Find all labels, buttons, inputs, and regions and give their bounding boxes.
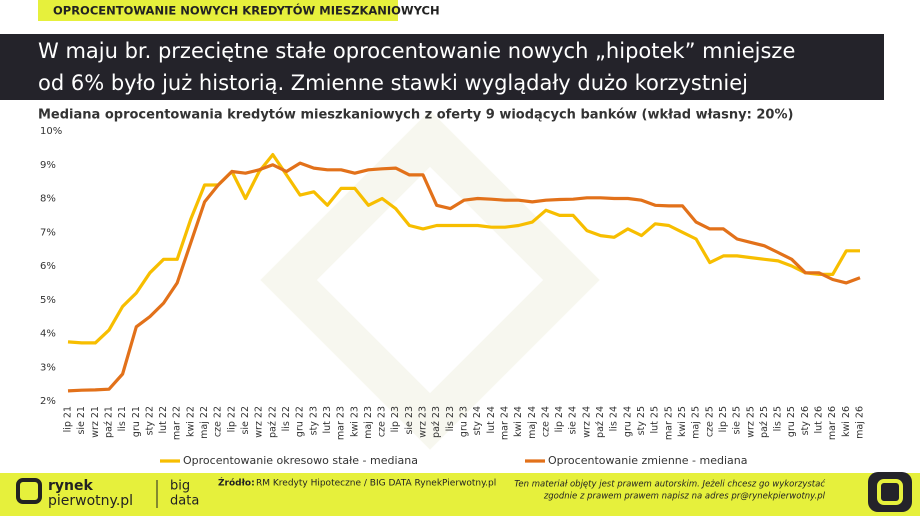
x-tick-label: paź 22 [267, 406, 278, 438]
badge-text: OPROCENTOWANIE NOWYCH KREDYTÓW MIESZKANI… [53, 3, 440, 18]
x-tick-label: mar 22 [172, 406, 183, 440]
y-tick-label: 9% [40, 160, 56, 171]
x-tick-label: lip 24 [554, 406, 565, 432]
x-tick-label: maj 26 [855, 406, 866, 439]
logo-text: pierwotny.pl [48, 493, 133, 509]
x-tick-label: kwi 22 [185, 406, 196, 437]
x-tick-label: cze 22 [213, 406, 224, 437]
x-tick-label: kwi 26 [841, 406, 852, 437]
logo-text: data [170, 494, 199, 509]
x-tick-label: lis 24 [609, 406, 620, 431]
y-tick-label: 10% [40, 126, 62, 137]
x-tick-label: cze 25 [704, 406, 715, 437]
x-tick-label: kwi 23 [349, 406, 360, 437]
x-tick-label: lut 26 [814, 406, 825, 434]
x-tick-label: paź 21 [103, 406, 114, 438]
x-tick-label: gru 25 [786, 406, 797, 437]
x-tick-label: sie 23 [404, 406, 415, 435]
x-tick-label: sie 21 [76, 406, 87, 435]
x-tick-label: mar 26 [827, 406, 838, 440]
x-tick-label: lip 25 [718, 406, 729, 432]
chart-title: Mediana oprocentowania kredytów mieszkan… [38, 108, 793, 123]
legend-label: Oprocentowanie zmienne - mediana [548, 454, 747, 467]
copyright: zgodnie z prawem prawem napisz na adres … [543, 492, 826, 502]
x-tick-label: lut 24 [486, 406, 497, 434]
x-tick-label: sie 24 [568, 406, 579, 435]
y-tick-label: 6% [40, 261, 56, 272]
plot: 2%3%4%5%6%7%8%9%10%lip 21 sie 21 wrz 21 paź… [40, 126, 866, 440]
y-tick-label: 3% [40, 362, 56, 373]
x-tick-label: sty 26 [800, 406, 811, 435]
y-tick-label: 2% [40, 396, 56, 407]
x-tick-label: wrz 21 [90, 406, 101, 438]
x-tick-label: kwi 25 [677, 406, 688, 437]
x-tick-label: wrz 22 [254, 406, 265, 438]
headline: W maju br. przeciętne stałe oprocentowan… [38, 39, 795, 63]
x-tick-label: mar 25 [663, 406, 674, 440]
x-tick-label: gru 22 [295, 406, 306, 437]
x-tick-label: sty 23 [308, 406, 319, 435]
x-tick-label: sty 24 [472, 406, 483, 435]
x-tick-label: lip 22 [226, 406, 237, 432]
headline-band [0, 34, 884, 100]
headline: od 6% było już historią. Zmienne stawki … [38, 71, 748, 95]
x-tick-label: maj 22 [199, 406, 210, 439]
y-tick-label: 5% [40, 295, 56, 306]
x-tick-label: lut 22 [158, 406, 169, 434]
x-tick-label: maj 23 [363, 406, 374, 439]
y-tick-label: 4% [40, 329, 56, 340]
x-tick-label: lut 23 [322, 406, 333, 434]
x-tick-label: gru 23 [459, 406, 470, 437]
legend-item: Oprocentowanie zmienne - mediana [525, 454, 747, 467]
footer-band [0, 473, 920, 516]
y-tick-label: 7% [40, 227, 56, 238]
source-label: Źródło: [218, 477, 255, 489]
logo-icon [16, 478, 42, 504]
x-tick-label: lip 21 [63, 406, 74, 432]
badge [38, 0, 398, 21]
legend-item: Oprocentowanie okresowo stałe - mediana [160, 454, 418, 467]
x-tick-label: wrz 24 [581, 406, 592, 438]
x-tick-label: lis 23 [445, 406, 456, 431]
x-tick-label: sty 25 [636, 406, 647, 435]
logo-text: rynek [48, 478, 93, 494]
x-tick-label: maj 24 [527, 406, 538, 439]
x-tick-label: sty 22 [144, 406, 155, 435]
x-tick-label: kwi 24 [513, 406, 524, 437]
x-tick-label: wrz 23 [418, 406, 429, 438]
x-tick-label: gru 24 [622, 406, 633, 437]
x-tick-label: lip 23 [390, 406, 401, 432]
x-tick-label: lis 25 [773, 406, 784, 431]
x-tick-label: lis 21 [117, 406, 128, 431]
corner-logo [868, 472, 912, 512]
x-tick-label: mar 23 [336, 406, 347, 440]
x-tick-label: sie 25 [732, 406, 743, 435]
x-tick-label: cze 23 [377, 406, 388, 437]
x-tick-label: paź 24 [595, 406, 606, 438]
x-tick-label: cze 24 [540, 406, 551, 437]
watermark [260, 110, 600, 450]
x-tick-label: lis 22 [281, 406, 292, 431]
y-tick-label: 8% [40, 194, 56, 205]
x-tick-label: maj 25 [691, 406, 702, 439]
source: RM Kredyty Hipoteczne / BIG DATA RynekPi… [256, 479, 496, 489]
x-tick-label: gru 21 [131, 406, 142, 437]
copyright: Ten materiał objęty jest prawem autorski… [514, 479, 825, 490]
line-series [67, 153, 860, 345]
x-tick-label: lut 25 [650, 406, 661, 434]
x-tick-label: paź 23 [431, 406, 442, 438]
corner-logo-icon [877, 479, 903, 505]
x-tick-label: wrz 25 [745, 406, 756, 438]
logo-text: big [170, 479, 190, 494]
x-tick-label: sie 22 [240, 406, 251, 435]
legend-label: Oprocentowanie okresowo stałe - mediana [183, 454, 418, 467]
line-series [67, 161, 861, 393]
x-tick-label: paź 25 [759, 406, 770, 438]
x-tick-label: mar 24 [499, 406, 510, 440]
